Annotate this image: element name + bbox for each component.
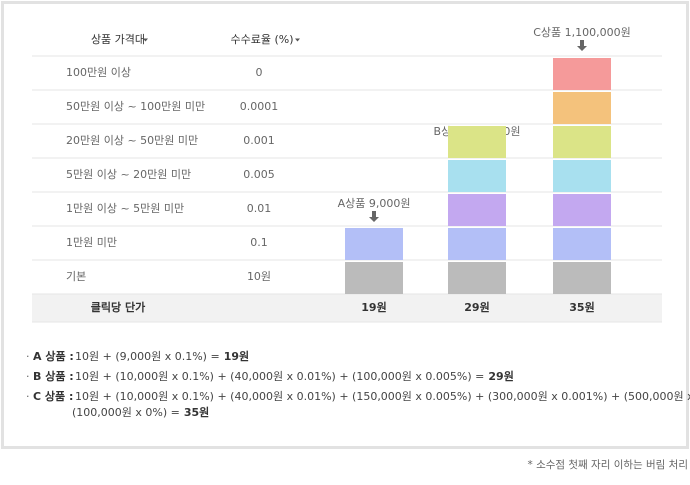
footer-value: 35원 — [569, 300, 594, 314]
bar-block — [345, 228, 403, 260]
note: * 소수점 첫째 자리 이하는 버림 처리 — [527, 458, 688, 471]
sort-icon — [295, 38, 300, 42]
bar-block — [448, 262, 506, 294]
range-label: 50만원 이상 ~ 100만원 미만 — [66, 100, 205, 113]
range-label: 100만원 이상 — [66, 66, 131, 79]
bar-block — [553, 126, 611, 158]
bar-block — [553, 262, 611, 294]
formula-result: 35원 — [184, 405, 209, 419]
range-label: 기본 — [66, 270, 86, 283]
rate: 0.01 — [247, 202, 272, 215]
header[interactable]: 수수료율 (%) — [230, 33, 293, 46]
footer-label: 클릭당 단가 — [91, 300, 145, 314]
rate: 0.001 — [243, 134, 275, 147]
formula: 10원 + (9,000원 x 0.1%) = — [75, 350, 220, 363]
formula: 10원 + (10,000원 x 0.1%) + (40,000원 x 0.01… — [75, 390, 690, 403]
arrow — [577, 40, 587, 51]
header[interactable]: 상품 가격대 — [91, 33, 145, 46]
arrow — [369, 211, 379, 222]
bullet: · — [26, 350, 30, 363]
bar-block — [448, 126, 506, 158]
bullet: · — [26, 370, 30, 383]
formulas: · A 상품 :10원 + (9,000원 x 0.1%) = 19원· B 상품 :… — [26, 349, 690, 419]
bullet: · — [26, 390, 30, 403]
formula-label: B 상품 : — [33, 369, 74, 383]
range-label: 5만원 이상 ~ 20만원 미만 — [66, 168, 191, 181]
formula-label: A 상품 : — [33, 349, 74, 363]
formula-result: 29원 — [488, 369, 513, 383]
sort-icon — [143, 38, 148, 42]
table: 상품 가격대 수수료율 (%) 클릭당 단가 19원 29원 35원 A상품 9… — [32, 26, 662, 323]
callout: A상품 9,000원 — [338, 197, 411, 210]
bar-block — [448, 228, 506, 260]
formula-label: C 상품 : — [33, 389, 73, 403]
range-label: 1만원 이상 ~ 5만원 미만 — [66, 202, 184, 215]
footer-bg — [32, 294, 662, 322]
bar-block — [553, 58, 611, 90]
footer-value: 19원 — [361, 300, 386, 314]
formula: 10원 + (10,000원 x 0.1%) + (40,000원 x 0.01… — [75, 370, 484, 383]
bar-block — [553, 194, 611, 226]
callout: C상품 1,100,000원 — [533, 26, 631, 39]
bar-block — [553, 160, 611, 192]
rate: 0.1 — [250, 236, 268, 249]
formula: (100,000원 x 0%) = — [72, 406, 180, 419]
rate: 10원 — [247, 270, 271, 283]
footer-value: 29원 — [464, 300, 489, 314]
formula-result: 19원 — [224, 349, 249, 363]
bar-block — [448, 194, 506, 226]
rate: 0 — [256, 66, 263, 79]
bar-block — [553, 92, 611, 124]
bar-block — [553, 228, 611, 260]
bar-block — [345, 262, 403, 294]
range-label: 1만원 미만 — [66, 236, 117, 249]
bar-block — [448, 160, 506, 192]
rate: 0.0001 — [240, 100, 279, 113]
rate: 0.005 — [243, 168, 275, 181]
range-label: 20만원 이상 ~ 50만원 미만 — [66, 134, 198, 147]
